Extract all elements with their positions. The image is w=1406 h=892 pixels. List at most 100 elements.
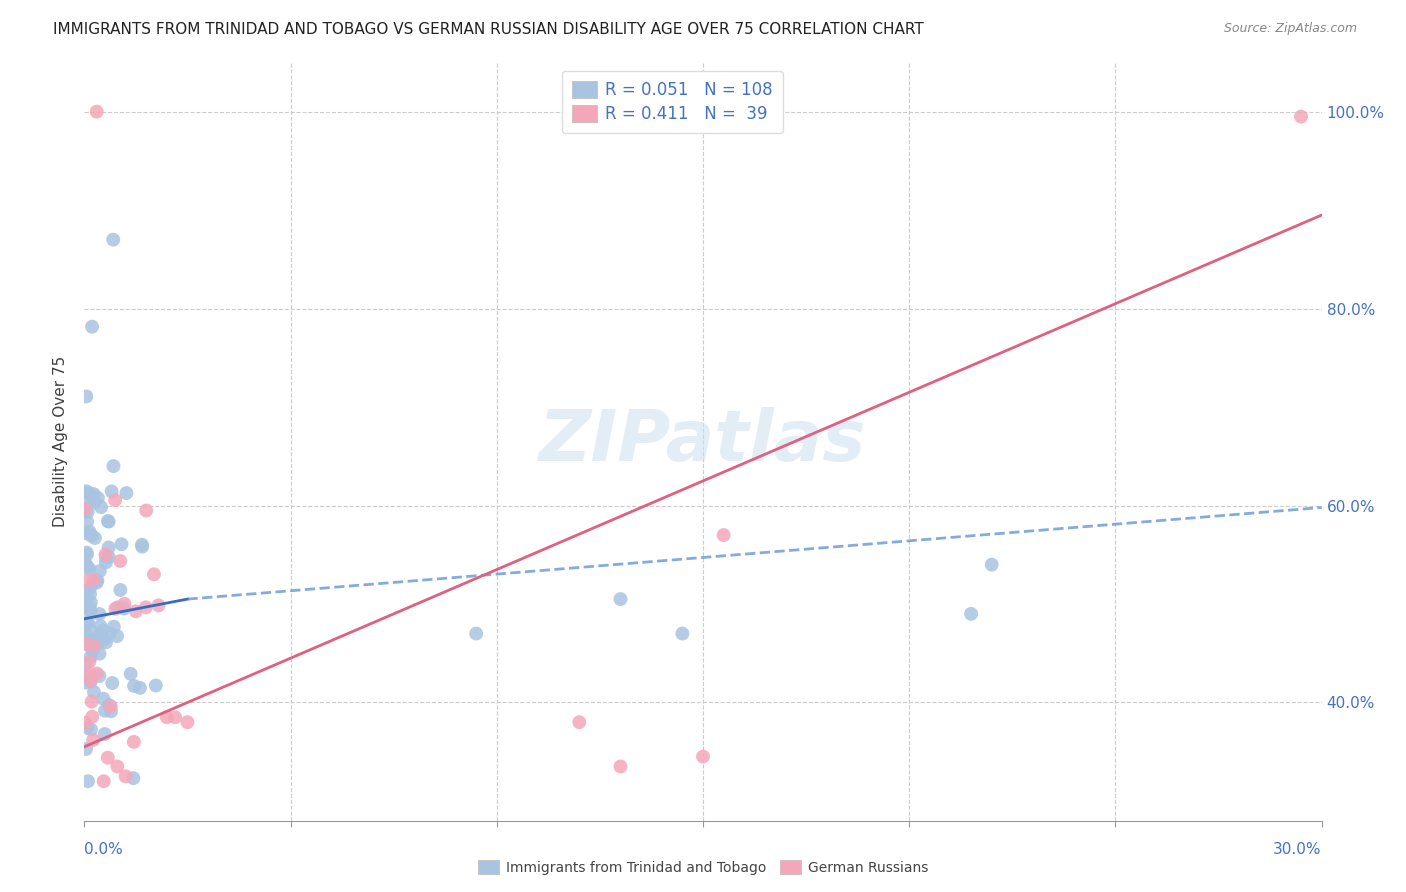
Point	[75, 657, 97, 672]
Point	[120, 666, 142, 681]
Point	[122, 735, 145, 749]
Point	[145, 678, 167, 692]
Point	[79, 673, 101, 688]
Point	[94, 704, 117, 718]
Point	[75, 715, 97, 730]
Point	[76, 515, 98, 529]
Point	[110, 582, 132, 597]
Point	[76, 505, 98, 519]
Point	[94, 555, 117, 569]
Point	[87, 491, 110, 505]
Point	[91, 624, 114, 638]
Point	[156, 710, 179, 724]
Point	[465, 626, 488, 640]
Y-axis label: Disability Age Over 75: Disability Age Over 75	[53, 356, 69, 527]
Point	[94, 635, 117, 649]
Point	[103, 233, 125, 247]
Point	[77, 485, 100, 500]
Point	[97, 514, 120, 528]
Point	[692, 749, 714, 764]
Point	[105, 759, 128, 773]
Point	[76, 721, 98, 735]
Point	[97, 750, 120, 764]
Point	[76, 560, 98, 574]
Point	[115, 486, 138, 500]
Point	[75, 574, 97, 588]
Point	[86, 637, 108, 651]
Point	[105, 629, 128, 643]
Point	[97, 541, 120, 555]
Point	[76, 602, 98, 616]
Point	[110, 537, 132, 551]
Point	[114, 597, 136, 611]
Point	[100, 484, 122, 499]
Point	[75, 558, 97, 572]
Point	[103, 459, 125, 474]
Point	[75, 626, 97, 640]
Text: ZIPatlas: ZIPatlas	[540, 407, 866, 476]
Point	[89, 619, 111, 633]
Point	[79, 624, 101, 638]
Point	[83, 573, 105, 587]
Point	[79, 493, 101, 508]
Point	[568, 715, 591, 730]
Point	[76, 593, 98, 607]
Point	[86, 574, 108, 588]
Point	[93, 727, 115, 741]
Point	[104, 493, 127, 508]
Point	[79, 666, 101, 681]
Point	[75, 587, 97, 601]
Point	[89, 635, 111, 649]
Point	[82, 733, 104, 747]
Point	[80, 723, 103, 737]
Point	[80, 488, 103, 502]
Point	[122, 679, 145, 693]
Point	[103, 620, 125, 634]
Point	[101, 676, 124, 690]
Point	[89, 607, 111, 621]
Point	[90, 500, 112, 514]
Point	[142, 567, 165, 582]
Point	[713, 528, 735, 542]
Point	[83, 495, 105, 509]
Point	[98, 626, 121, 640]
Point	[89, 628, 111, 642]
Point	[75, 484, 97, 499]
Point	[97, 549, 120, 564]
Point	[76, 548, 98, 562]
Point	[122, 771, 145, 785]
Point	[125, 604, 148, 618]
Point	[80, 695, 103, 709]
Point	[75, 389, 97, 403]
Point	[114, 769, 136, 783]
Point	[75, 557, 97, 571]
Point	[79, 655, 101, 669]
Point	[75, 675, 97, 690]
Point	[110, 554, 132, 568]
Point	[1289, 110, 1312, 124]
Point	[93, 691, 115, 706]
Point	[75, 583, 97, 598]
Point	[79, 601, 101, 615]
Legend: Immigrants from Trinidad and Tobago, German Russians: Immigrants from Trinidad and Tobago, Ger…	[471, 854, 935, 882]
Point	[86, 575, 108, 590]
Point	[77, 774, 100, 789]
Point	[100, 704, 122, 718]
Point	[75, 742, 97, 756]
Point	[980, 558, 1002, 572]
Point	[83, 639, 105, 653]
Point	[131, 538, 153, 552]
Point	[89, 564, 111, 578]
Text: IMMIGRANTS FROM TRINIDAD AND TOBAGO VS GERMAN RUSSIAN DISABILITY AGE OVER 75 COR: IMMIGRANTS FROM TRINIDAD AND TOBAGO VS G…	[53, 22, 924, 37]
Text: 30.0%: 30.0%	[1274, 842, 1322, 857]
Point	[94, 548, 117, 562]
Point	[79, 581, 101, 595]
Point	[80, 632, 103, 647]
Point	[75, 502, 97, 516]
Point	[76, 615, 98, 630]
Point	[609, 759, 631, 773]
Point	[104, 602, 127, 616]
Point	[79, 603, 101, 617]
Point	[148, 599, 170, 613]
Point	[609, 592, 631, 607]
